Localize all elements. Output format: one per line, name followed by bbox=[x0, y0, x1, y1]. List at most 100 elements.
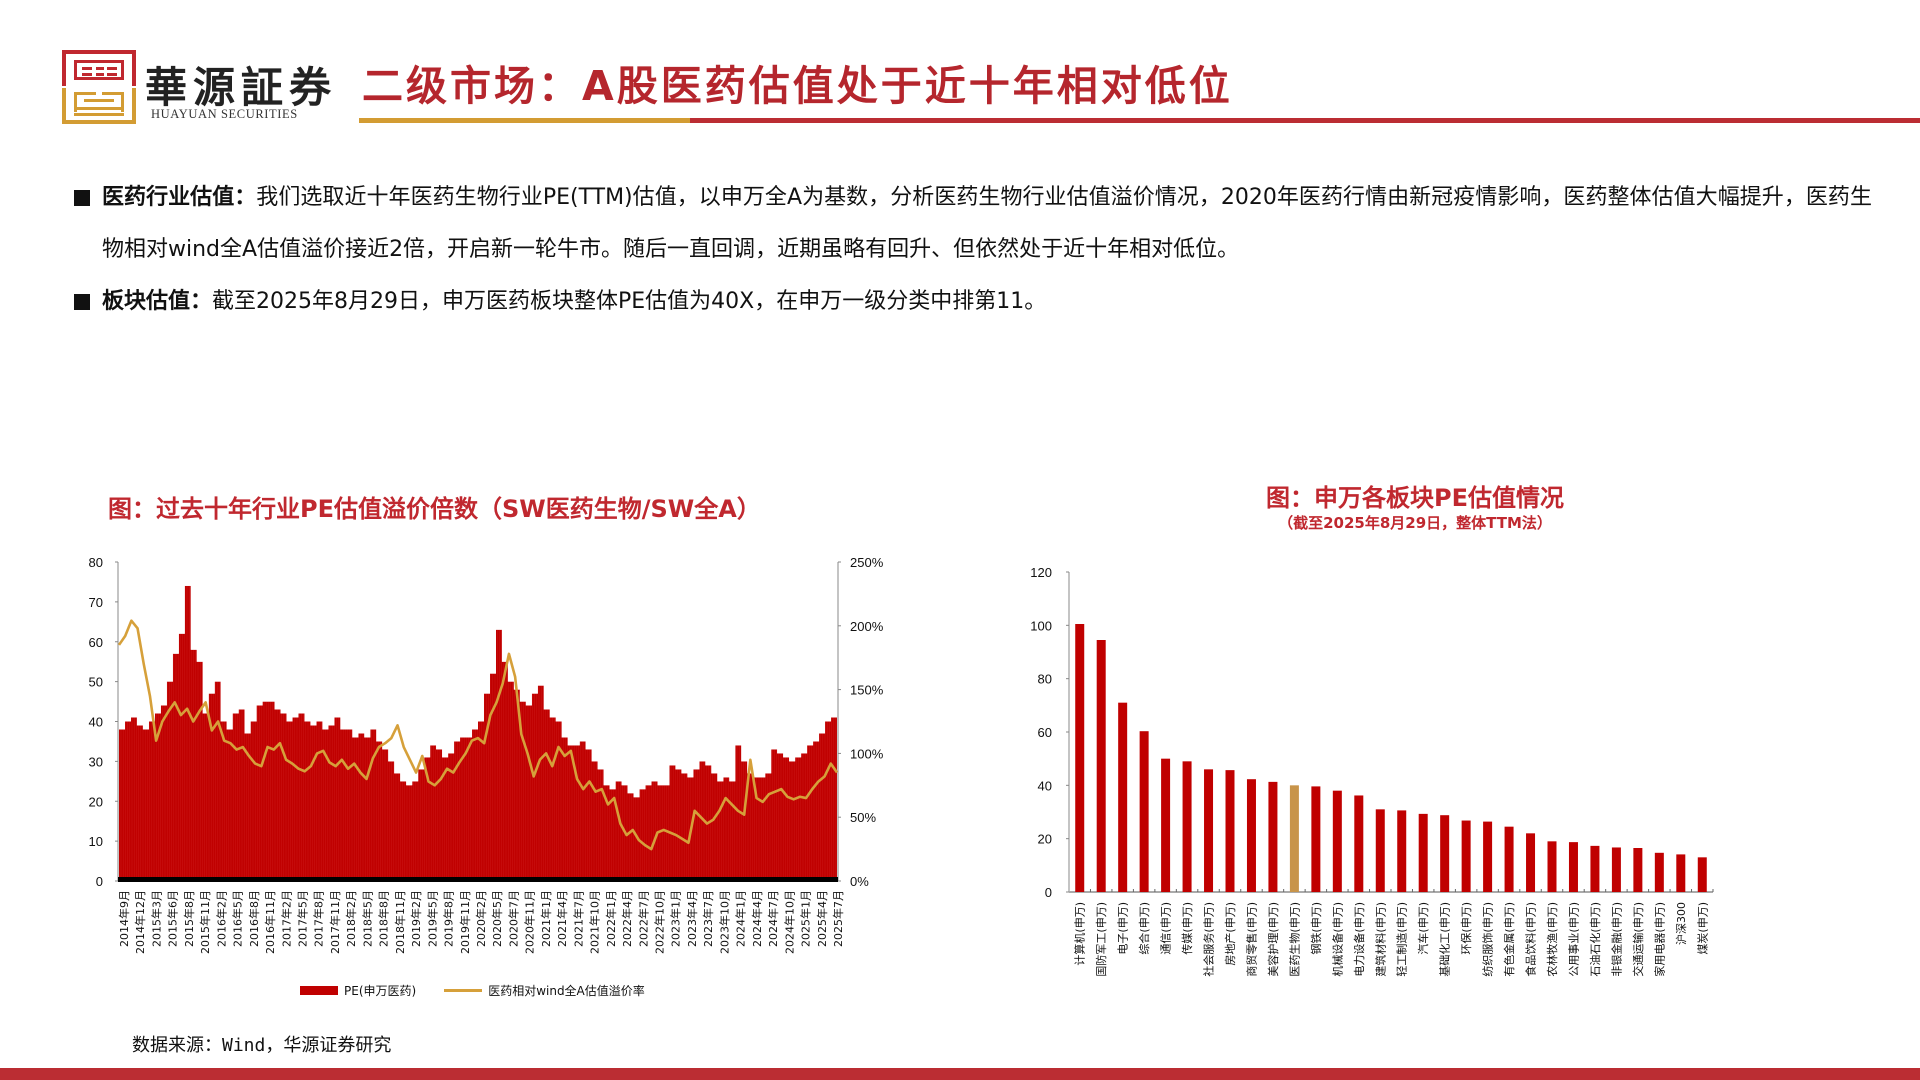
x-tick-label: 2019年2月 bbox=[409, 890, 423, 947]
sector-bar bbox=[1182, 761, 1192, 892]
y-tick: 120 bbox=[1030, 565, 1052, 580]
sector-label: 石油石化(申万) bbox=[1588, 902, 1602, 977]
sector-label: 房地产(申万) bbox=[1223, 902, 1237, 966]
sector-bar bbox=[1483, 821, 1493, 892]
x-tick-label: 2023年4月 bbox=[685, 890, 699, 947]
premium-line bbox=[117, 619, 839, 851]
sector-label: 建筑材料(申万) bbox=[1373, 902, 1387, 977]
sector-bar bbox=[1418, 813, 1428, 892]
right-y-tick: 100% bbox=[850, 746, 884, 761]
sector-bar bbox=[1375, 809, 1385, 892]
sector-bar bbox=[1118, 702, 1128, 892]
x-tick-label: 2020年5月 bbox=[490, 890, 504, 947]
x-tick-label: 2023年1月 bbox=[669, 890, 683, 947]
x-tick-label: 2018年8月 bbox=[377, 890, 391, 947]
x-tick-label: 2024年10月 bbox=[782, 890, 796, 954]
x-tick-label: 2021年1月 bbox=[539, 890, 553, 947]
legend-line-swatch bbox=[444, 989, 483, 992]
sector-label: 家用电器(申万) bbox=[1652, 902, 1666, 977]
summary-bullets: 医药行业估值：我们选取近十年医药生物行业PE(TTM)估值，以申万全A为基数，分… bbox=[72, 172, 1872, 328]
x-tick-label: 2019年11月 bbox=[458, 890, 472, 954]
sector-bar bbox=[1697, 857, 1707, 892]
x-tick-label: 2014年12月 bbox=[133, 890, 147, 954]
sector-bar bbox=[1332, 790, 1342, 892]
sector-label: 公用事业(申万) bbox=[1567, 902, 1580, 977]
sector-label: 商贸零售(申万) bbox=[1244, 902, 1258, 977]
data-source: 数据来源：Wind，华源证券研究 bbox=[132, 1035, 392, 1056]
brand-english-name: HUAYUAN SECURITIES bbox=[151, 107, 298, 121]
x-tick-label: 2019年8月 bbox=[442, 890, 456, 947]
right-chart-title: 图：申万各板块PE估值情况 bbox=[1266, 484, 1564, 512]
x-tick-label: 2021年4月 bbox=[555, 890, 569, 947]
sector-label: 计算机(申万) bbox=[1073, 902, 1087, 966]
right-chart-subtitle: （截至2025年8月29日，整体TTM法） bbox=[1278, 514, 1552, 532]
bullet-square-icon bbox=[74, 190, 90, 206]
header-rule-gold bbox=[359, 118, 690, 123]
left-y-tick: 40 bbox=[89, 715, 103, 730]
sector-bar bbox=[1161, 758, 1171, 892]
sector-bar bbox=[1504, 826, 1514, 892]
sector-label: 有色金属(申万) bbox=[1502, 902, 1516, 977]
sector-bar bbox=[1633, 848, 1643, 892]
sector-bar bbox=[1075, 624, 1085, 892]
x-tick-label: 2015年3月 bbox=[149, 890, 163, 947]
right-y-tick: 150% bbox=[850, 683, 884, 698]
x-tick-label: 2018年11月 bbox=[393, 890, 407, 954]
x-tick-label: 2024年7月 bbox=[766, 890, 780, 947]
sector-bar bbox=[1568, 842, 1578, 892]
right-y-tick: 250% bbox=[850, 555, 884, 570]
x-tick-label: 2024年1月 bbox=[734, 890, 748, 947]
x-tick-label: 2016年2月 bbox=[214, 890, 228, 947]
sector-label: 基础化工(申万) bbox=[1438, 902, 1452, 977]
x-axis-baseline bbox=[118, 877, 838, 882]
x-tick-label: 2017年2月 bbox=[279, 890, 293, 947]
left-y-tick: 60 bbox=[89, 635, 103, 650]
x-tick-label: 2025年4月 bbox=[815, 890, 829, 947]
y-tick: 0 bbox=[1045, 885, 1052, 900]
x-tick-label: 2019年5月 bbox=[425, 890, 439, 947]
left-y-tick: 10 bbox=[89, 834, 103, 849]
x-tick-label: 2017年5月 bbox=[296, 890, 310, 947]
brand-name: 華源証券 bbox=[145, 63, 338, 112]
sector-label: 通信(申万) bbox=[1160, 902, 1173, 955]
right-y-tick: 0% bbox=[850, 874, 869, 889]
legend-pe-label: PE(申万医药) bbox=[344, 984, 417, 998]
left-y-tick: 80 bbox=[89, 555, 103, 570]
x-tick-label: 2017年8月 bbox=[312, 890, 326, 947]
legend-bar-swatch bbox=[300, 986, 338, 995]
x-tick-label: 2015年11月 bbox=[198, 890, 212, 954]
sector-label: 食品饮料(申万) bbox=[1524, 902, 1538, 977]
sector-label: 环保(申万) bbox=[1459, 902, 1473, 955]
pe-premium-chart: 0 10 20 30 40 50 60 70 80 0% 50% 100% 150% 200% 250% 20… bbox=[89, 555, 884, 954]
legend-premium-label: 医药相对wind全A估值溢价率 bbox=[488, 984, 645, 998]
page-title: 二级市场：A股医药估值处于近十年相对低位 bbox=[362, 62, 1233, 110]
sector-bar bbox=[1289, 785, 1299, 892]
x-tick-label: 2023年10月 bbox=[717, 890, 731, 954]
sector-bar bbox=[1096, 640, 1106, 892]
sector-bar bbox=[1246, 779, 1256, 892]
x-tick-label: 2016年5月 bbox=[231, 890, 245, 947]
sector-label: 交通运输(申万) bbox=[1631, 902, 1645, 977]
sector-label: 社会服务(申万) bbox=[1202, 902, 1216, 977]
sector-bar bbox=[1204, 769, 1214, 892]
sector-label: 汽车(申万) bbox=[1416, 902, 1430, 955]
left-chart-legend: PE(申万医药) 医药相对wind全A估值溢价率 bbox=[300, 982, 645, 999]
sector-label: 纺织服饰(申万) bbox=[1481, 902, 1495, 977]
x-tick-label: 2020年11月 bbox=[523, 890, 537, 954]
y-tick: 20 bbox=[1038, 832, 1052, 847]
sector-label: 钢铁(申万) bbox=[1310, 902, 1323, 955]
left-y-tick: 30 bbox=[89, 754, 103, 769]
bullet-body: 我们选取近十年医药生物行业PE(TTM)估值，以申万全A为基数，分析医药生物行业… bbox=[102, 185, 1872, 262]
header-rule-red bbox=[690, 118, 1920, 123]
sector-pe-bar-chart: 0 20 40 60 80 100 120 计算机(申万) 国防军工(申万) 电子(申万) 综合(申… bbox=[1030, 565, 1714, 977]
sector-bar bbox=[1676, 854, 1686, 892]
sector-label: 国防军工(申万) bbox=[1094, 902, 1108, 977]
left-y-tick: 20 bbox=[89, 794, 103, 809]
x-tick-label: 2016年11月 bbox=[263, 890, 277, 954]
sector-label: 煤炭(申万) bbox=[1696, 902, 1709, 955]
sector-bar bbox=[1526, 833, 1536, 892]
bullet-body: 截至2025年8月29日，申万医药板块整体PE估值为40X，在申万一级分类中排第… bbox=[212, 289, 1047, 314]
bullet-industry-valuation: 医药行业估值：我们选取近十年医药生物行业PE(TTM)估值，以申万全A为基数，分… bbox=[72, 172, 1872, 276]
sector-label: 机械设备(申万) bbox=[1330, 902, 1344, 977]
